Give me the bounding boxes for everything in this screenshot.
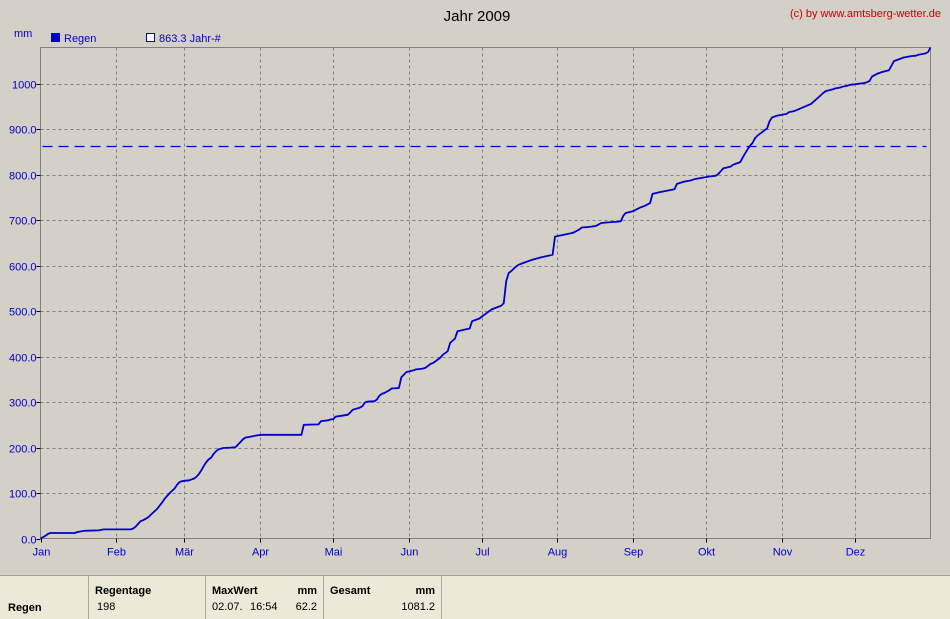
x-tick-label: Jun [401,547,419,559]
stats-gesamt-cell: Gesamt mm 1081.2 [324,576,442,619]
y-tick-label: 0.0 [21,535,36,547]
plot-area [40,47,931,539]
legend-swatch-average [146,33,155,42]
stats-regentage-cell: Regentage 198 [89,576,206,619]
maxwert-value: 62.2 [295,601,317,613]
maxwert-date: 02.07. [212,601,243,613]
series-line-regen [40,47,932,540]
y-axis-unit: mm [14,28,32,40]
gesamt-value: 1081.2 [401,601,435,613]
y-tick-label: 100.0 [9,489,37,501]
x-tick-label: Mär [175,547,194,559]
y-tick-label: 400.0 [9,353,37,365]
stats-row-label-cell: Regen [0,576,89,619]
maxwert-time: 16:54 [250,601,278,613]
gesamt-header: Gesamt [330,585,371,597]
y-tick-label: 600.0 [9,262,37,274]
y-tick-label: 800.0 [9,171,37,183]
credit-text: (c) by www.amtsberg-wetter.de [790,8,941,20]
grid [40,47,931,539]
x-tick-label: Nov [773,547,793,559]
rain-chart: Jahr 2009 (c) by www.amtsberg-wetter.de … [9,8,941,559]
y-tick-label: 500.0 [9,307,37,319]
stats-maxwert-cell: MaxWert mm 02.07. 16:54 62.2 [206,576,324,619]
y-tick-label: 700.0 [9,216,37,228]
y-tick-label: 300.0 [9,398,37,410]
x-tick-label: Okt [698,547,715,559]
maxwert-header: MaxWert [212,585,258,597]
stats-table: Regen Regentage 198 MaxWert mm 02.07. 16… [0,575,950,619]
series-group [40,47,932,540]
x-tick-label: Jan [33,547,51,559]
maxwert-unit: mm [297,585,317,597]
y-tick-label: 200.0 [9,444,37,456]
regentage-value: 198 [97,601,116,613]
x-tick-label: Apr [252,547,269,559]
x-tick-label: Aug [548,547,568,559]
gesamt-unit: mm [415,585,435,597]
y-axis: 0.0 100.0 200.0 300.0 400.0 500.0 600.0 700.0 80… [9,80,41,547]
legend-label-average: 863.3 Jahr-# [159,33,222,45]
legend: Regen 863.3 Jahr-# [51,33,222,45]
stats-row-label: Regen [8,602,42,614]
x-tick-label: Jul [475,547,489,559]
x-tick-label: Sep [624,547,644,559]
y-tick-label: 1000 [12,80,36,92]
x-tick-label: Feb [107,547,126,559]
legend-label-regen: Regen [64,33,96,45]
x-tick-label: Dez [846,547,866,559]
x-axis: Jan Feb Mär Apr Mai Jun Jul Aug Sep Okt Nov Dez [33,538,866,559]
y-tick-label: 900.0 [9,125,37,137]
x-tick-label: Mai [325,547,343,559]
regentage-header: Regentage [95,585,152,597]
chart-title: Jahr 2009 [444,8,511,25]
legend-swatch-regen [51,33,60,42]
